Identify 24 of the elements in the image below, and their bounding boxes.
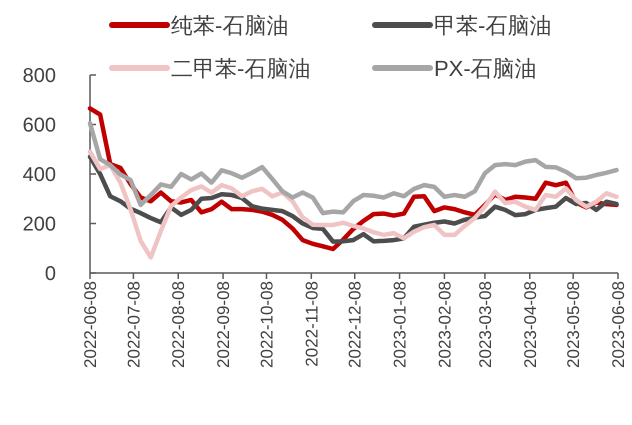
line-series [88, 149, 619, 260]
x-tick-label: 2022-12-08 [346, 281, 365, 368]
legend-label: 纯苯-石脑油 [171, 13, 288, 38]
y-tick-label: 800 [22, 65, 56, 87]
x-tick-label: 2023-03-08 [476, 281, 495, 368]
x-tick-label: 2023-05-08 [564, 281, 584, 368]
x-tick-label: 2023-04-08 [520, 281, 540, 368]
x-tick-label: 2022-10-08 [257, 281, 276, 368]
x-tick-label: 2022-08-08 [169, 281, 188, 368]
line-series [88, 121, 619, 216]
legend-label: 二甲苯-石脑油 [171, 56, 310, 81]
x-tick-label: 2022-07-08 [124, 281, 144, 368]
x-tick-label: 2022-11-08 [302, 281, 322, 367]
legend-label: 甲苯-石脑油 [434, 13, 552, 38]
x-tick-label: 2023-01-08 [390, 281, 410, 368]
y-tick-label: 600 [22, 114, 56, 136]
x-tick-label: 2022-09-08 [214, 281, 234, 368]
legend-label: PX-石脑油 [434, 56, 537, 81]
y-tick-label: 0 [44, 263, 56, 285]
y-tick-label: 400 [22, 164, 56, 186]
y-tick-label: 200 [22, 214, 56, 236]
x-tick-label: 2023-02-08 [435, 281, 454, 368]
x-tick-label: 2023-06-08 [609, 281, 628, 368]
x-tick-label: 2022-06-08 [81, 281, 100, 368]
